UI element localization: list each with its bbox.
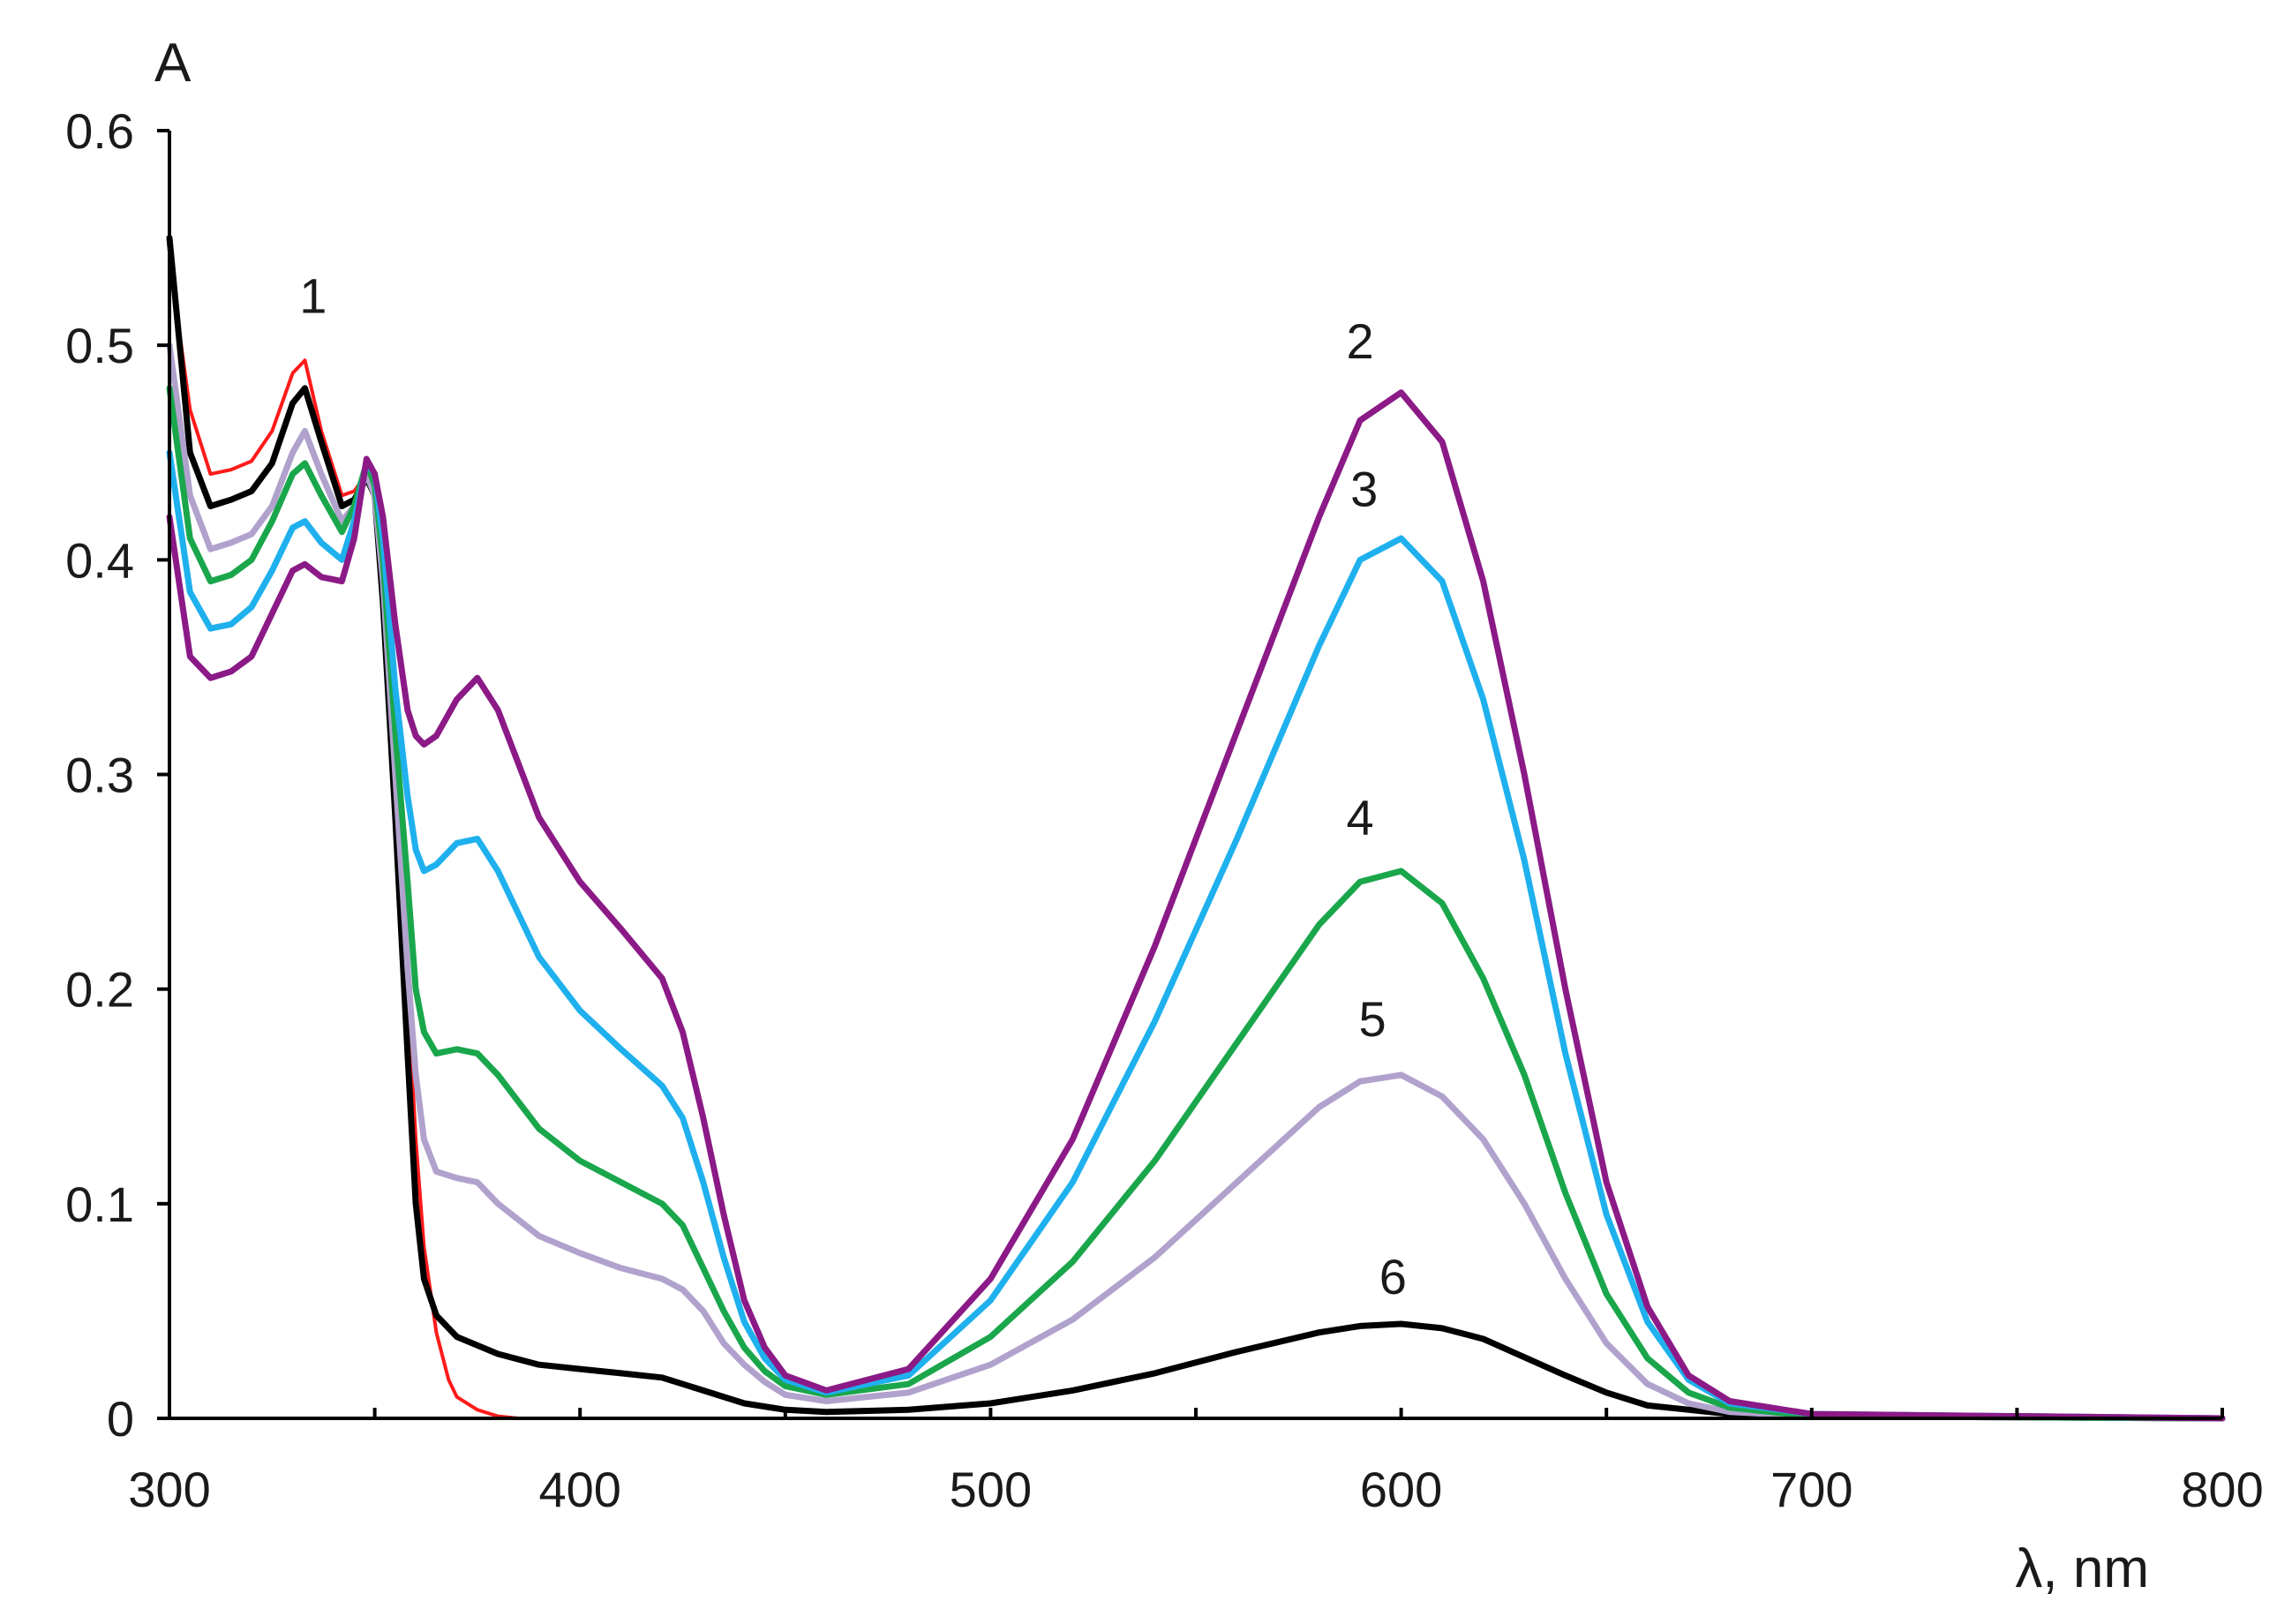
x-tick-label: 600 — [1360, 1462, 1442, 1517]
x-tick-label: 500 — [950, 1462, 1032, 1517]
curve-5 — [166, 342, 2226, 1422]
curve-2 — [166, 389, 2226, 1422]
curve-6 — [166, 235, 2226, 1422]
curve-label-2: 2 — [1347, 313, 1374, 369]
y-tick-label: 0.3 — [65, 748, 134, 803]
curve-label-3: 3 — [1350, 462, 1378, 517]
y-tick-label: 0 — [107, 1391, 134, 1447]
x-tick-label: 300 — [128, 1462, 210, 1517]
ticks-layer: 0 0.1 0.2 0.3 0.4 0.5 0.6 300 400 500 600 700 800 — [65, 103, 2264, 1517]
curve-labels-layer: 1 6 5 4 3 2 — [299, 268, 1407, 1304]
curve-label-4: 4 — [1347, 790, 1374, 846]
y-axis-title: A — [154, 33, 192, 94]
y-tick-label: 0.6 — [65, 103, 134, 159]
x-axis-title: λ, nm — [2015, 1538, 2149, 1599]
x-tick-label: 400 — [538, 1462, 620, 1517]
curve-4 — [166, 385, 2226, 1422]
curve-3 — [166, 449, 2226, 1422]
curves-layer — [166, 235, 2226, 1422]
curve-label-1: 1 — [299, 268, 327, 324]
curve-label-5: 5 — [1358, 991, 1386, 1047]
x-tick-label: 700 — [1770, 1462, 1852, 1517]
y-tick-label: 0.1 — [65, 1177, 134, 1232]
y-tick-label: 0.4 — [65, 532, 134, 588]
y-tick-label: 0.5 — [65, 318, 134, 373]
curve-label-6: 6 — [1379, 1249, 1407, 1304]
x-tick-label: 800 — [2181, 1462, 2263, 1517]
y-tick-label: 0.2 — [65, 962, 134, 1018]
